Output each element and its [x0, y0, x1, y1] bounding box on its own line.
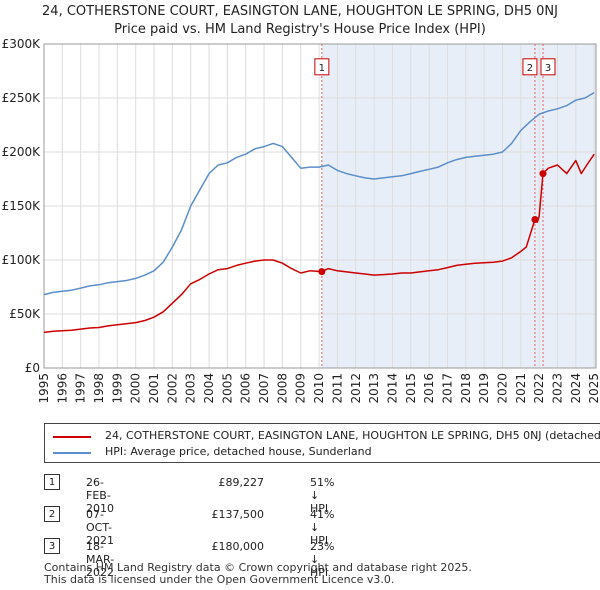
hpi-line: [43, 91, 595, 296]
sale-hpi-diff: 41% ↓ HPI: [310, 508, 335, 547]
x-tick-label: 2003: [184, 373, 198, 404]
y-tick-label: £50K: [9, 307, 41, 321]
x-tick-label: 2008: [275, 373, 289, 404]
x-tick-label: 2011: [330, 373, 344, 404]
x-tick-label: 2016: [422, 373, 436, 404]
sale-date: 07-OCT-2021: [86, 508, 114, 547]
chart-title: 24, COTHERSTONE COURT, EASINGTON LANE, H…: [42, 4, 558, 19]
price-chart: £0 £50K £100K £150K £200K £250K £300K 1995 1996 1…: [2, 37, 600, 404]
sale-hpi-diff: 23% ↓ HPI: [310, 540, 335, 579]
y-tick-label: £300K: [2, 37, 42, 51]
x-tick-label: 2000: [129, 373, 143, 404]
sale-number-badge: 3: [44, 538, 60, 554]
x-tick-label: 2020: [495, 373, 509, 404]
x-tick-label: 2023: [550, 373, 564, 404]
plot-frame: [43, 43, 597, 369]
x-tick-label: 2014: [385, 373, 399, 404]
x-tick-label: 2024: [569, 373, 583, 404]
x-tick-label: 1999: [110, 373, 124, 404]
x-tick-label: 2013: [367, 373, 381, 404]
y-tick-label: £0: [25, 361, 40, 375]
x-tick-label: 2019: [477, 373, 491, 404]
x-tick-label: 2010: [312, 373, 326, 404]
chart-subtitle: Price paid vs. HM Land Registry's House …: [114, 22, 486, 37]
x-tick-label: 2001: [147, 373, 161, 404]
x-tick-label: 2025: [587, 373, 600, 404]
x-tick-label: 1997: [74, 373, 88, 404]
sale-hpi-diff: 51% ↓ HPI: [310, 476, 335, 515]
legend-label-hpi: HPI: Average price, detached house, Sund…: [105, 445, 372, 458]
y-tick-label: £250K: [2, 91, 42, 105]
footer-copyright: Contains HM Land Registry data © Crown c…: [44, 561, 472, 574]
sale-marker-box: [314, 58, 330, 76]
sale-point: [318, 268, 326, 276]
x-tick-label: 2018: [459, 373, 473, 404]
x-tick-label: 1995: [37, 373, 51, 404]
property-price-line: [43, 153, 595, 334]
x-tick-label: 2004: [202, 373, 216, 404]
legend: 24, COTHERSTONE COURT, EASINGTON LANE, H…: [44, 423, 600, 463]
sale-date: 18-MAR-2022: [86, 540, 115, 579]
y-tick-label: £100K: [2, 253, 42, 267]
sale-marker-label: 3: [545, 63, 551, 74]
x-tick-label: 2002: [165, 373, 179, 404]
x-tick-label: 2009: [294, 373, 308, 404]
x-tick-label: 1998: [92, 373, 106, 404]
sale-number-badge: 1: [44, 474, 60, 490]
x-tick-label: 2022: [532, 373, 546, 404]
sale-marker-box: [540, 58, 556, 76]
y-tick-label: £150K: [2, 199, 42, 213]
x-tick-label: 2021: [514, 373, 528, 404]
legend-swatch-property: [53, 436, 91, 438]
x-tick-label: 2006: [239, 373, 253, 404]
sale-price: £180,000: [211, 540, 265, 553]
legend-swatch-hpi: [53, 452, 91, 454]
x-tick-label: 2012: [349, 373, 363, 404]
y-tick-label: £200K: [2, 145, 42, 159]
footer-licence: This data is licensed under the Open Gov…: [44, 573, 395, 586]
sale-price: £89,227: [218, 476, 265, 489]
x-tick-label: 2007: [257, 373, 271, 404]
x-tick-label: 2017: [440, 373, 454, 404]
sale-date: 26-FEB-2010: [86, 476, 114, 515]
sale-price: £137,500: [211, 508, 265, 521]
x-tick-label: 1996: [55, 373, 69, 404]
x-tick-label: 2005: [220, 373, 234, 404]
sale-marker-label: 2: [527, 63, 533, 74]
sale-number-badge: 2: [44, 506, 60, 522]
sale-marker-box: [522, 58, 538, 76]
sale-point: [531, 216, 539, 223]
sale-marker-label: 1: [319, 63, 325, 74]
x-tick-label: 2015: [404, 373, 418, 404]
legend-label-property: 24, COTHERSTONE COURT, EASINGTON LANE, H…: [105, 429, 600, 442]
sale-point: [539, 170, 547, 178]
